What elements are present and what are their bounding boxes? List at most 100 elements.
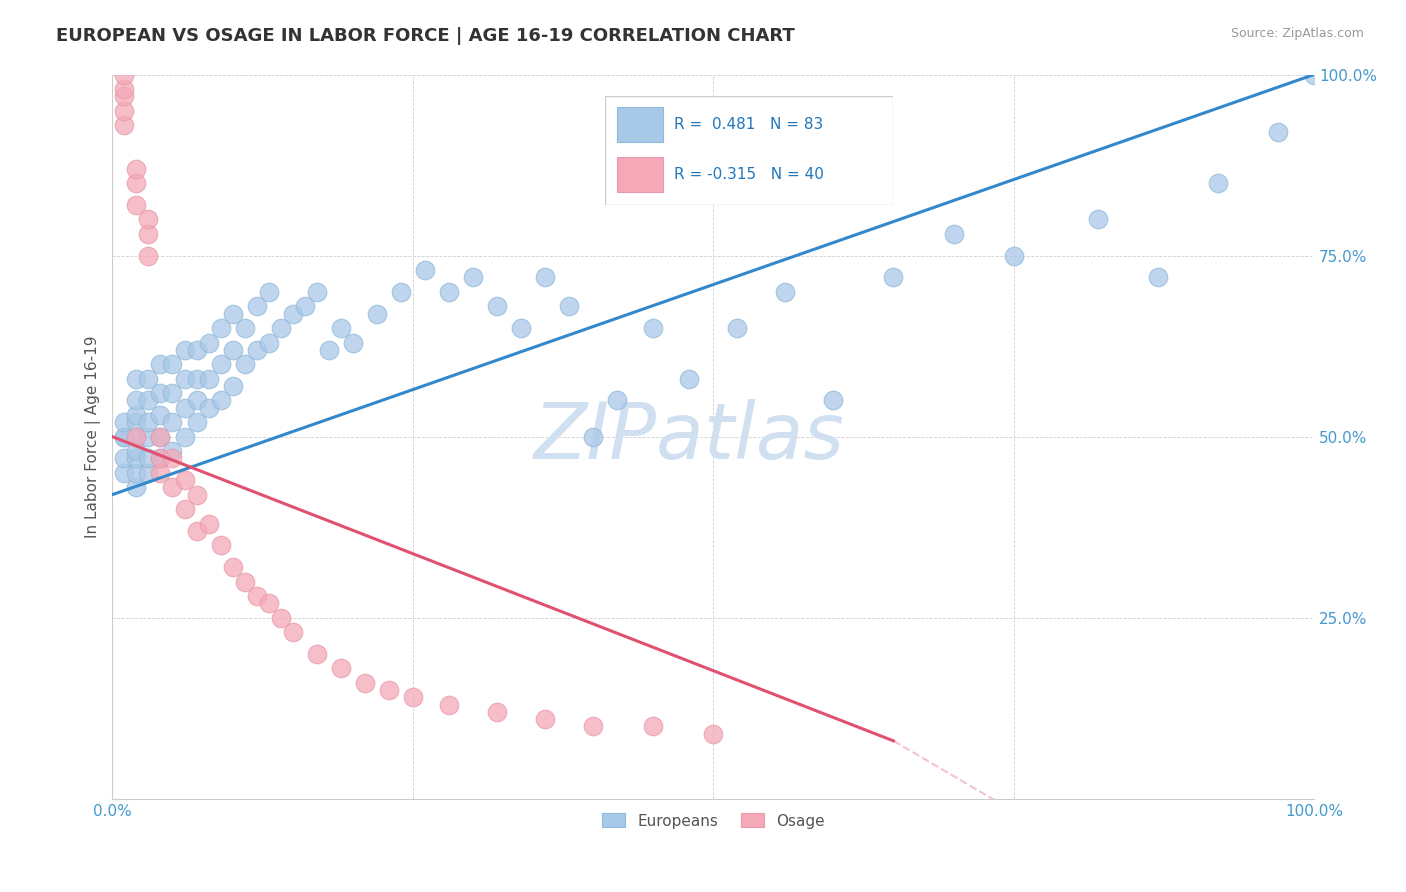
Point xyxy=(1303,68,1326,82)
Point xyxy=(437,698,460,712)
Point xyxy=(1087,212,1109,227)
Point xyxy=(233,321,256,335)
Point xyxy=(209,357,232,371)
Point xyxy=(125,415,148,429)
Point xyxy=(162,444,184,458)
Point xyxy=(402,690,425,705)
Point xyxy=(149,430,172,444)
Point xyxy=(125,408,148,422)
Point xyxy=(112,103,135,118)
Legend: Europeans, Osage: Europeans, Osage xyxy=(596,807,831,835)
Point xyxy=(112,415,135,429)
Point xyxy=(378,683,401,698)
Point xyxy=(197,335,219,350)
Point xyxy=(112,82,135,96)
Point xyxy=(197,372,219,386)
Point xyxy=(389,285,412,299)
Point xyxy=(138,212,160,227)
Point xyxy=(643,719,665,733)
Point xyxy=(305,285,328,299)
Point xyxy=(149,357,172,371)
Point xyxy=(162,451,184,466)
Point xyxy=(173,343,195,357)
Text: Source: ZipAtlas.com: Source: ZipAtlas.com xyxy=(1230,27,1364,40)
Point xyxy=(678,372,700,386)
Point xyxy=(112,118,135,132)
Point xyxy=(173,502,195,516)
Point xyxy=(125,466,148,480)
Point xyxy=(257,335,280,350)
Point xyxy=(138,451,160,466)
Point xyxy=(257,285,280,299)
Point xyxy=(233,574,256,589)
Point xyxy=(125,393,148,408)
Point xyxy=(437,285,460,299)
Point xyxy=(294,299,316,313)
Y-axis label: In Labor Force | Age 16-19: In Labor Force | Age 16-19 xyxy=(86,335,101,538)
Point xyxy=(186,393,208,408)
Point xyxy=(112,430,135,444)
Point xyxy=(485,299,508,313)
Point xyxy=(485,705,508,719)
Point xyxy=(162,480,184,494)
Point xyxy=(149,386,172,401)
Point xyxy=(702,726,724,740)
Point xyxy=(125,430,148,444)
Point xyxy=(149,408,172,422)
Point xyxy=(221,307,243,321)
Point xyxy=(149,451,172,466)
Point xyxy=(125,451,148,466)
Point xyxy=(125,198,148,212)
Point xyxy=(125,444,148,458)
Point xyxy=(125,430,148,444)
Point xyxy=(281,625,304,640)
Point xyxy=(558,299,581,313)
Point xyxy=(186,524,208,538)
Point xyxy=(186,372,208,386)
Point xyxy=(281,307,304,321)
Point xyxy=(197,401,219,415)
Point xyxy=(138,415,160,429)
Point xyxy=(257,596,280,610)
Point xyxy=(149,430,172,444)
Point xyxy=(329,661,352,675)
Point xyxy=(112,451,135,466)
Point xyxy=(138,466,160,480)
Point xyxy=(125,161,148,176)
Point xyxy=(173,372,195,386)
Point xyxy=(162,386,184,401)
Point xyxy=(342,335,364,350)
Point xyxy=(186,415,208,429)
Point xyxy=(162,415,184,429)
Point xyxy=(221,343,243,357)
Point xyxy=(353,676,375,690)
Point xyxy=(209,393,232,408)
Point xyxy=(246,299,269,313)
Point xyxy=(1267,126,1289,140)
Point xyxy=(413,263,436,277)
Point xyxy=(138,227,160,241)
Point xyxy=(112,430,135,444)
Point xyxy=(329,321,352,335)
Point xyxy=(882,270,904,285)
Point xyxy=(775,285,797,299)
Point xyxy=(246,589,269,603)
Point xyxy=(138,430,160,444)
Point xyxy=(534,270,557,285)
Point xyxy=(112,89,135,103)
Point xyxy=(173,430,195,444)
Point xyxy=(173,401,195,415)
Point xyxy=(823,393,845,408)
Point xyxy=(125,372,148,386)
Point xyxy=(125,480,148,494)
Point xyxy=(197,516,219,531)
Point xyxy=(606,393,628,408)
Point xyxy=(1002,249,1025,263)
Point xyxy=(233,357,256,371)
Point xyxy=(221,560,243,574)
Point xyxy=(209,321,232,335)
Point xyxy=(366,307,388,321)
Point xyxy=(725,321,748,335)
Point xyxy=(1206,176,1229,190)
Point xyxy=(1147,270,1170,285)
